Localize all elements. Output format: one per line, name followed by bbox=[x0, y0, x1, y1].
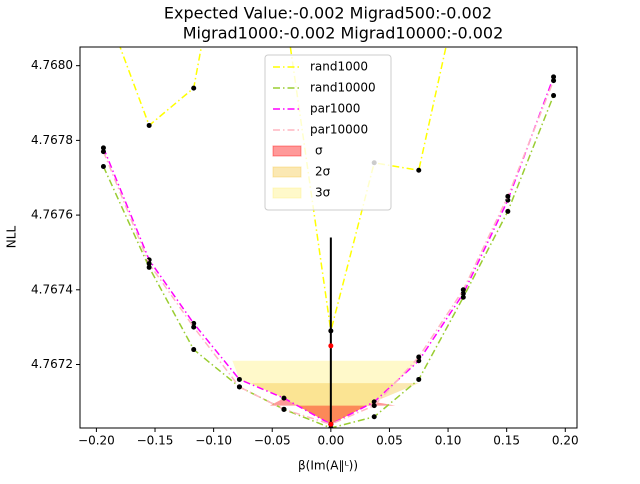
data-point bbox=[371, 403, 377, 409]
x-tick-label: −0.20 bbox=[78, 434, 115, 448]
confidence-band bbox=[251, 383, 419, 425]
x-tick-label: −0.15 bbox=[137, 434, 174, 448]
x-tick-label: 0.00 bbox=[317, 434, 344, 448]
y-tick-label: 4.7680 bbox=[31, 58, 73, 72]
data-point bbox=[505, 208, 511, 214]
data-point bbox=[101, 0, 106, 5]
data-point bbox=[551, 78, 557, 84]
data-point bbox=[371, 414, 377, 420]
legend-swatch bbox=[272, 187, 302, 199]
legend-swatch bbox=[272, 145, 302, 157]
confidence-band bbox=[269, 398, 396, 425]
x-tick-label: 0.05 bbox=[376, 434, 403, 448]
y-tick-label: 4.7672 bbox=[31, 357, 73, 371]
data-point bbox=[416, 354, 422, 360]
data-point bbox=[236, 384, 242, 390]
x-axis-label: β(Im(A∥ᴸ)) bbox=[298, 459, 358, 473]
data-point bbox=[551, 93, 557, 99]
legend-swatch bbox=[272, 166, 302, 178]
legend-label: par10000 bbox=[310, 123, 368, 137]
legend-label: 3σ bbox=[315, 186, 331, 200]
legend-label: par1000 bbox=[310, 102, 360, 116]
data-point bbox=[505, 193, 511, 199]
data-point bbox=[100, 149, 106, 155]
legend: rand1000 rand10000 par1000 par10000 σ 2σ 3σ bbox=[264, 54, 392, 211]
legend-label: 2σ bbox=[315, 165, 331, 179]
data-point bbox=[416, 376, 422, 382]
data-point bbox=[236, 376, 242, 382]
x-tick-label: 0.15 bbox=[493, 434, 520, 448]
x-tick-label: 0.10 bbox=[435, 434, 462, 448]
data-point bbox=[191, 320, 197, 326]
data-point bbox=[146, 122, 152, 128]
data-point bbox=[460, 287, 466, 293]
data-point bbox=[551, 74, 557, 80]
y-axis-label: NLL bbox=[5, 226, 19, 249]
y-tick-label: 4.7678 bbox=[31, 133, 73, 147]
data-point bbox=[146, 264, 152, 270]
data-point bbox=[100, 164, 106, 170]
data-point bbox=[100, 145, 106, 151]
data-point bbox=[191, 85, 197, 91]
data-point bbox=[460, 291, 466, 297]
data-point bbox=[281, 406, 287, 412]
legend-label: rand10000 bbox=[310, 81, 376, 95]
chart-subtitle: Migrad1000:-0.002 Migrad10000:-0.002 bbox=[183, 24, 504, 43]
x-tick-label: −0.10 bbox=[195, 434, 232, 448]
chart-title: Expected Value:-0.002 Migrad500:-0.002 bbox=[164, 4, 492, 23]
y-tick-label: 4.7674 bbox=[31, 282, 73, 296]
axes-frame bbox=[79, 46, 578, 429]
x-tick-label: 0.20 bbox=[552, 434, 579, 448]
x-tick-label: −0.05 bbox=[254, 434, 291, 448]
data-point bbox=[416, 358, 422, 364]
legend-label: σ bbox=[315, 144, 323, 158]
plot-area bbox=[100, 0, 557, 428]
data-point bbox=[281, 395, 287, 401]
y-tick-label: 4.7676 bbox=[31, 208, 73, 222]
data-point bbox=[146, 261, 152, 267]
data-point bbox=[416, 167, 422, 173]
marker-point bbox=[328, 421, 334, 427]
data-point bbox=[371, 399, 377, 405]
marker-point bbox=[328, 343, 334, 349]
data-point bbox=[191, 324, 197, 330]
data-point bbox=[191, 347, 197, 353]
data-point bbox=[460, 294, 466, 300]
legend-box bbox=[264, 54, 392, 211]
confidence-band bbox=[232, 360, 440, 425]
legend-label: rand1000 bbox=[310, 60, 368, 74]
